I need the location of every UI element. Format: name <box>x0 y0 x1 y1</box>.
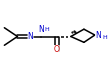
Text: N: N <box>95 31 101 40</box>
Text: H: H <box>102 35 107 40</box>
Text: N: N <box>39 25 44 34</box>
Text: H: H <box>44 27 49 32</box>
Text: N: N <box>28 32 33 41</box>
Text: O: O <box>54 45 60 54</box>
